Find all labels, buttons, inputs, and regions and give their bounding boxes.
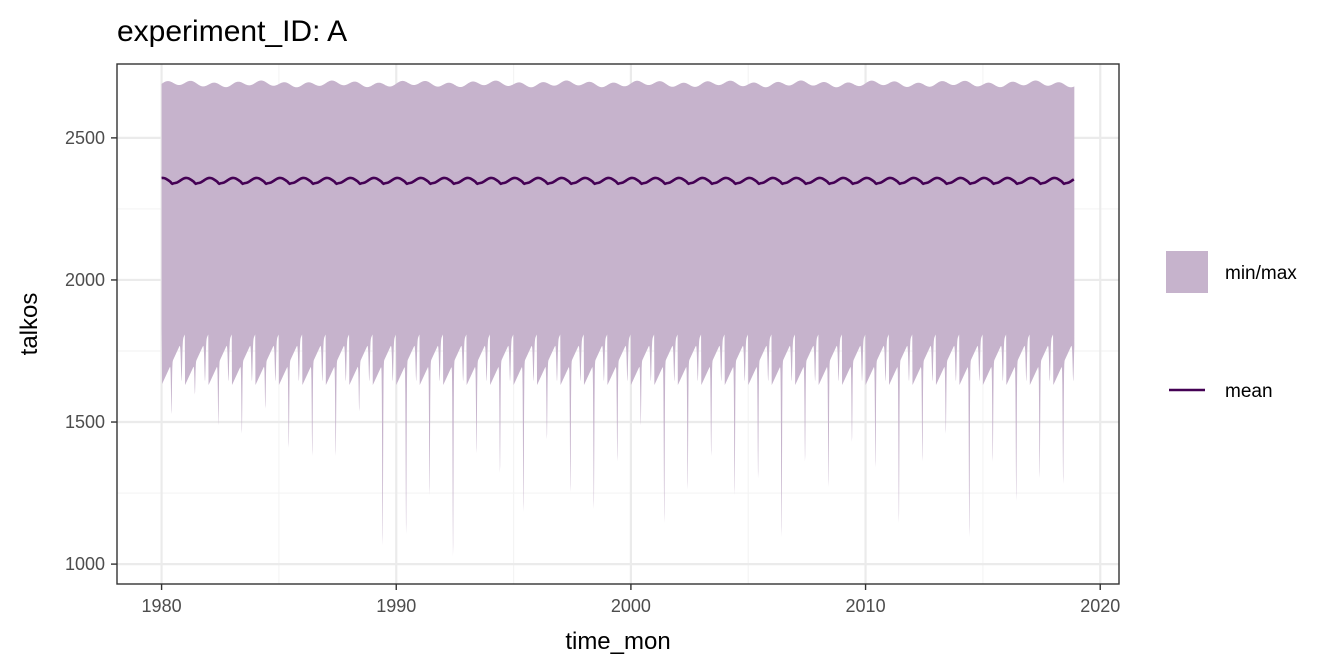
plot-panel-border bbox=[116, 63, 1120, 585]
y-tick-label: 2000 bbox=[65, 270, 105, 290]
y-tick-label: 2500 bbox=[65, 128, 105, 148]
y-axis-title: talkos bbox=[16, 293, 43, 356]
mean-line bbox=[161, 176, 1075, 186]
y-axis: 1000 1500 2000 2500 bbox=[65, 128, 117, 574]
chart-title: experiment_ID: A bbox=[117, 15, 347, 48]
x-tick-label: 1980 bbox=[142, 596, 182, 616]
legend: min/max mean bbox=[1166, 251, 1297, 402]
x-tick-label: 1990 bbox=[376, 596, 416, 616]
legend-label-min-max: min/max bbox=[1225, 263, 1297, 284]
x-axis: 1980 1990 2000 2010 2020 bbox=[142, 584, 1120, 616]
y-tick-label: 1500 bbox=[65, 412, 105, 432]
x-tick-label: 2000 bbox=[611, 596, 651, 616]
x-axis-title: time_mon bbox=[565, 628, 670, 655]
y-tick-label: 1000 bbox=[65, 554, 105, 574]
x-tick-label: 2010 bbox=[846, 596, 886, 616]
legend-label-mean: mean bbox=[1225, 381, 1273, 402]
min-max-ribbon bbox=[161, 80, 1075, 557]
legend-swatch-min-max bbox=[1166, 251, 1208, 293]
x-tick-label: 2020 bbox=[1080, 596, 1120, 616]
